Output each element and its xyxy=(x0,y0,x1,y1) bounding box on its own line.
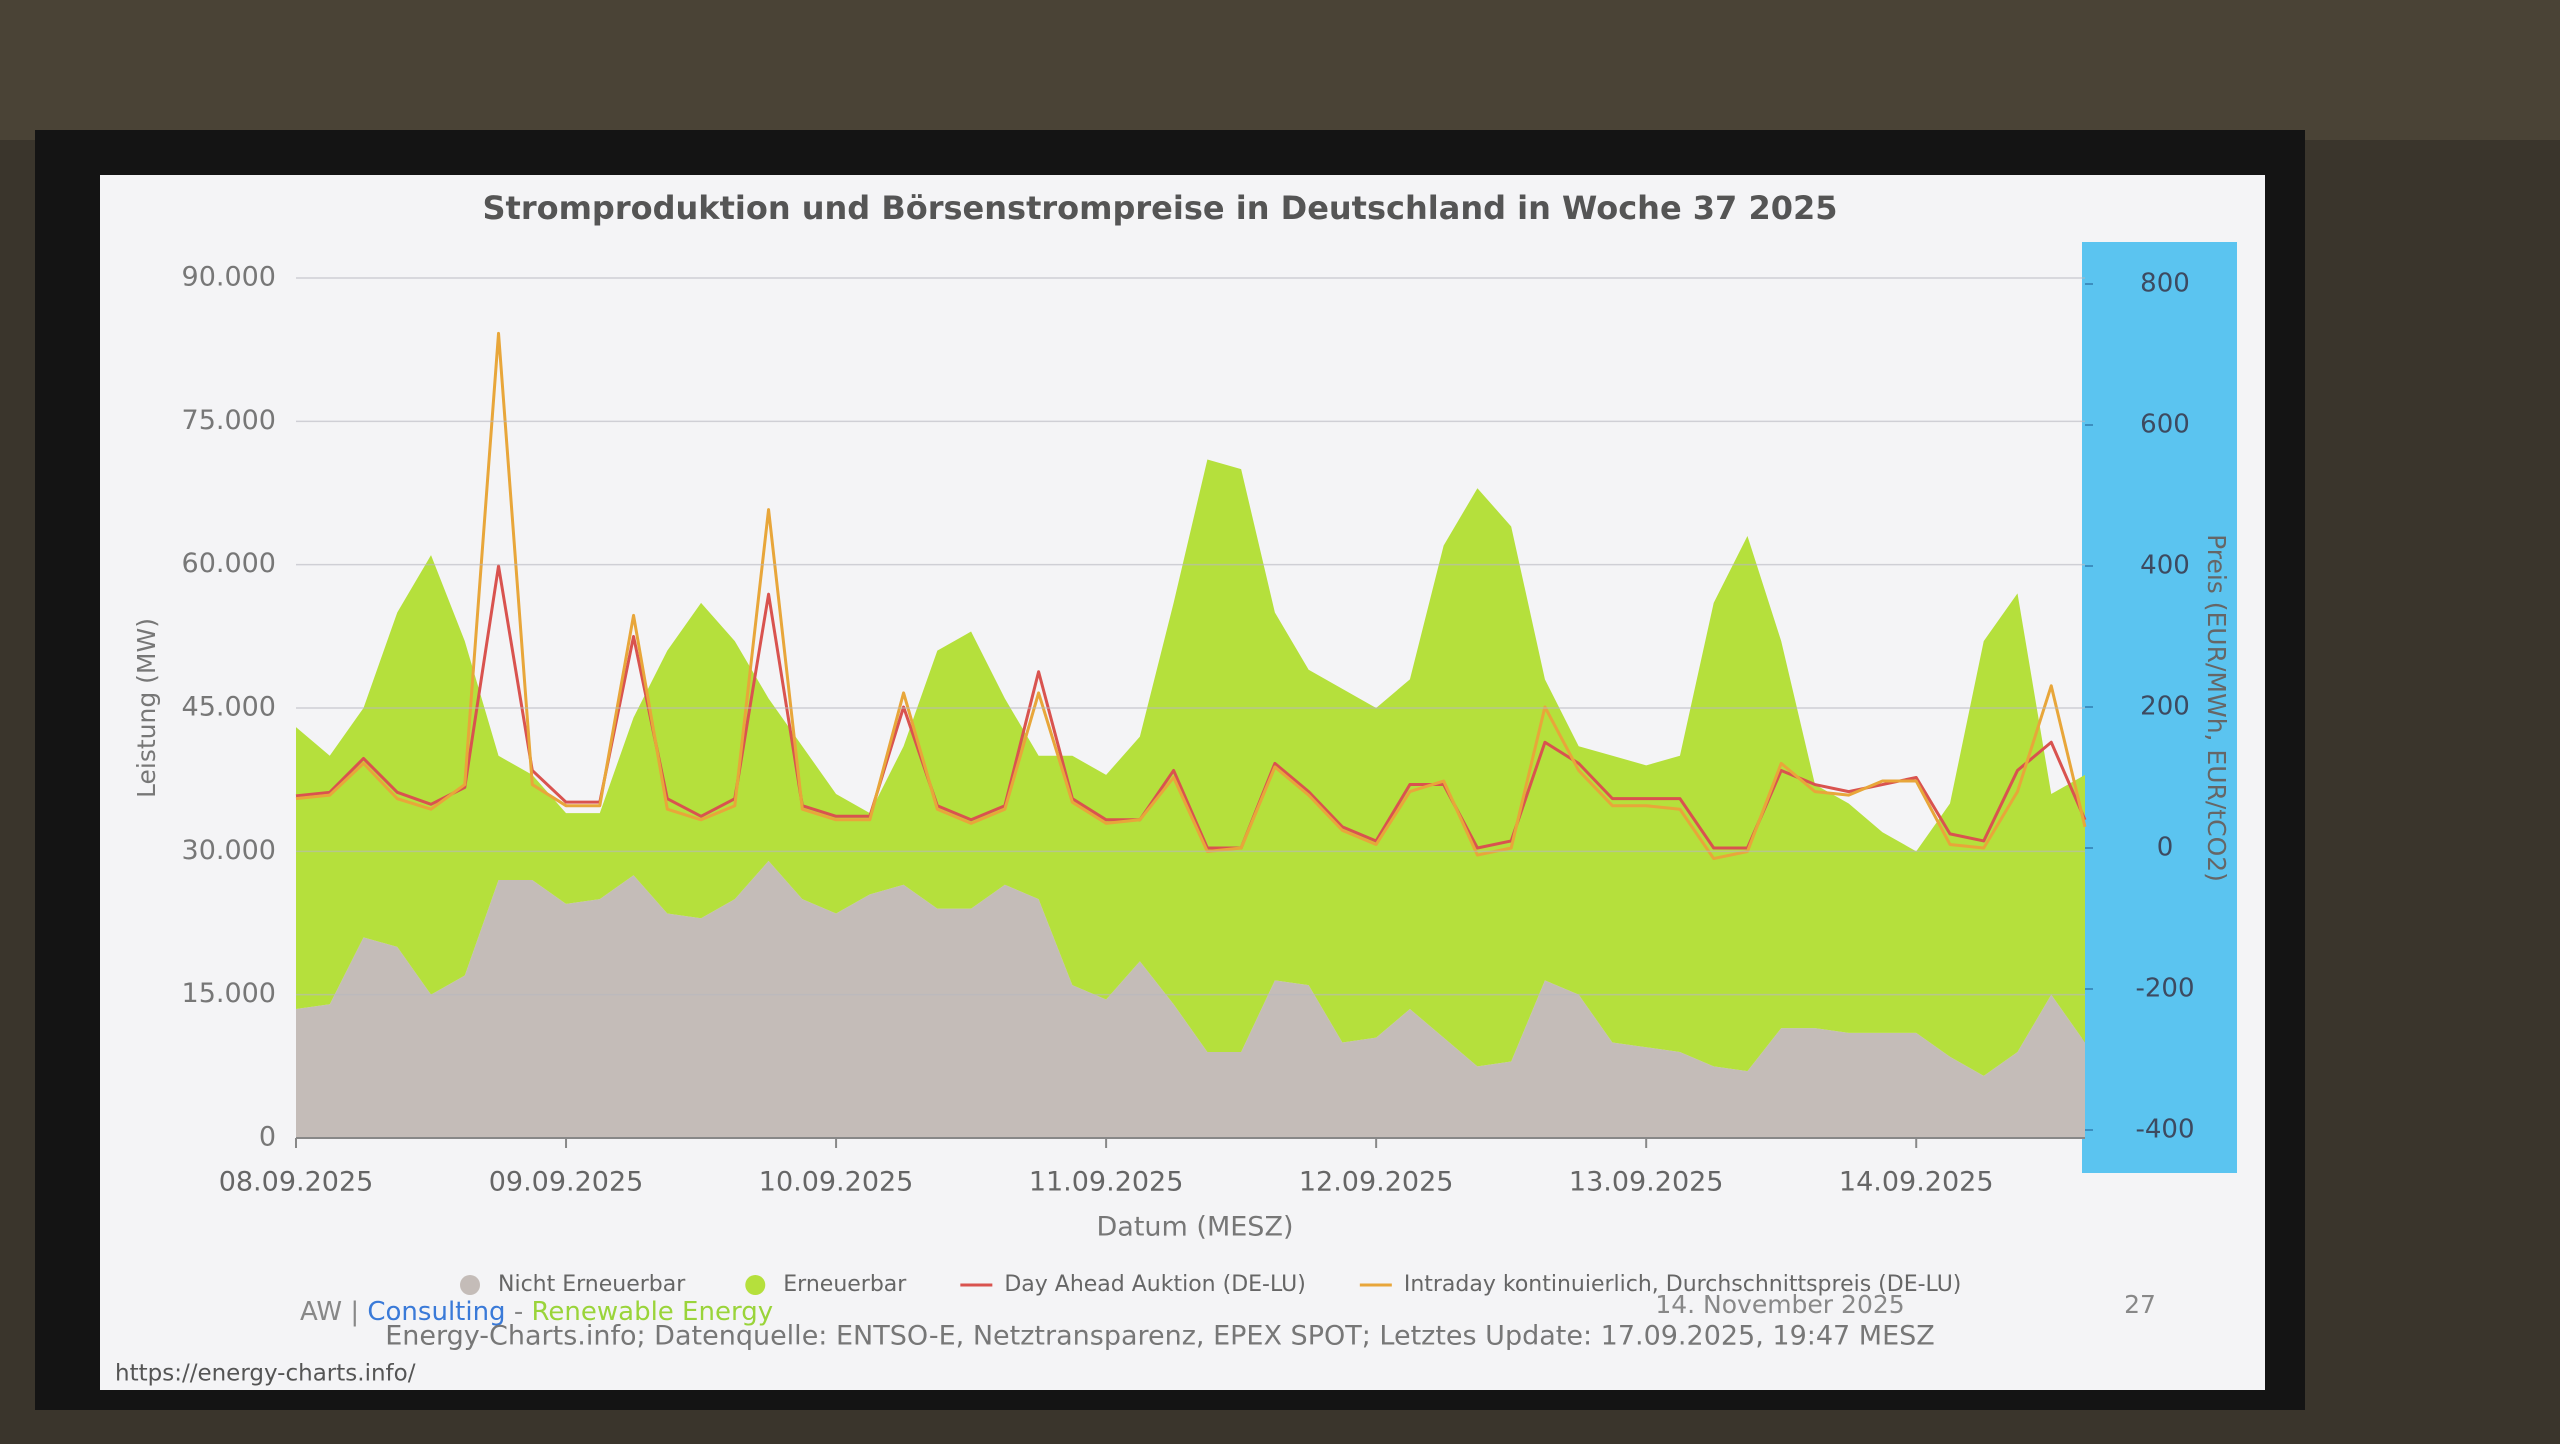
legend-marker xyxy=(745,1275,766,1295)
stacked-area xyxy=(296,459,2085,1076)
y2-tick-label: 600 xyxy=(2140,410,2190,440)
brand-c: - xyxy=(514,1297,523,1327)
x-tick-label: 12.09.2025 xyxy=(1299,1167,1454,1198)
price-line xyxy=(295,331,2087,861)
price-line xyxy=(295,564,2087,850)
source-note: Energy-Charts.info; Datenquelle: ENTSO-E… xyxy=(385,1321,1935,1352)
y2-axis-panel xyxy=(2082,242,2237,1173)
y2-tick-label: 800 xyxy=(2140,269,2190,299)
slide-date: 14. November 2025 xyxy=(1655,1290,1904,1319)
x-tick-label: 13.09.2025 xyxy=(1569,1167,1724,1198)
wall xyxy=(0,0,2560,140)
legend-label: Erneuerbar xyxy=(783,1272,907,1297)
legend-label: Day Ahead Auktion (DE-LU) xyxy=(1004,1272,1305,1297)
brand-d: Renewable Energy xyxy=(532,1297,774,1327)
x-tick-label: 08.09.2025 xyxy=(219,1167,374,1198)
y2-tick-label: 200 xyxy=(2140,692,2190,722)
y-tick-label: 0 xyxy=(259,1122,276,1153)
legend-label: Nicht Erneuerbar xyxy=(498,1272,686,1297)
plot xyxy=(295,331,2087,1138)
url: https://energy-charts.info/ xyxy=(115,1361,416,1387)
y2-axis-label: Preis (EUR/MWh, EUR/tCO2) xyxy=(2202,534,2231,882)
slide-page: 27 xyxy=(2124,1290,2156,1319)
y-tick-label: 90.000 xyxy=(182,262,276,293)
x-tick-label: 14.09.2025 xyxy=(1839,1167,1994,1198)
y-tick-label: 30.000 xyxy=(182,835,276,866)
y-axis-label: Leistung (MW) xyxy=(132,618,161,798)
x-tick-label: 10.09.2025 xyxy=(759,1167,914,1198)
x-tick-label: 11.09.2025 xyxy=(1029,1167,1184,1198)
brand: AW | Consulting - Renewable Energy xyxy=(300,1297,773,1327)
y-tick-label: 15.000 xyxy=(182,978,276,1009)
brand-a: AW | xyxy=(300,1297,359,1327)
brand-b: Consulting xyxy=(367,1297,505,1327)
y2-tick-label: -400 xyxy=(2135,1115,2194,1145)
legend-label: Intraday kontinuierlich, Durchschnittspr… xyxy=(1404,1272,1962,1297)
y2-tick-label: 400 xyxy=(2140,551,2190,581)
legend-marker xyxy=(460,1275,480,1295)
y-tick-label: 75.000 xyxy=(182,405,276,436)
y-tick-label: 45.000 xyxy=(182,692,276,723)
chart-title: Stromproduktion und Börsenstrompreise in… xyxy=(482,189,1837,227)
y2-tick-label: -200 xyxy=(2135,974,2194,1004)
x-tick-label: 09.09.2025 xyxy=(489,1167,644,1198)
y-tick-label: 60.000 xyxy=(182,548,276,579)
stacked-area xyxy=(296,860,2085,1138)
x-axis-label: Datum (MESZ) xyxy=(1097,1212,1294,1243)
y2-tick-label: 0 xyxy=(2157,833,2174,863)
